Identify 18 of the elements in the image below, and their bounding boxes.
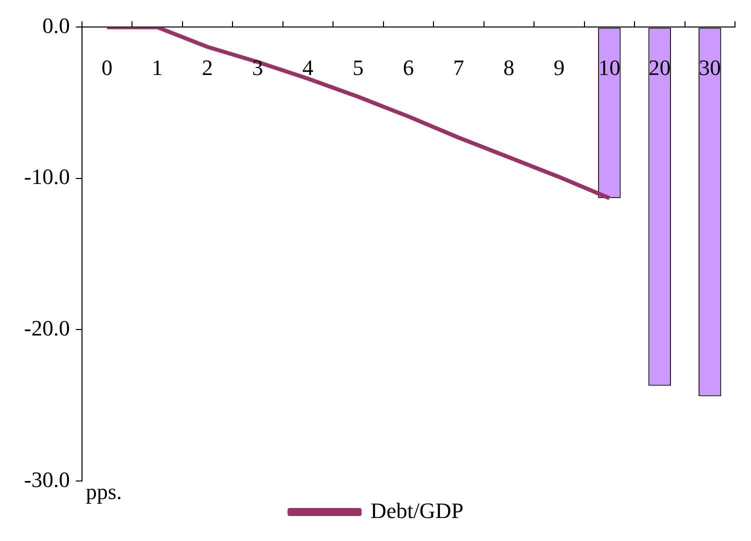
x-tick-label: 30 bbox=[698, 54, 721, 80]
x-tick-label: 7 bbox=[453, 54, 464, 80]
y-tick-label: -30.0 bbox=[24, 466, 70, 492]
x-tick-label: 8 bbox=[503, 54, 514, 80]
y-tick-label: -10.0 bbox=[24, 164, 70, 190]
x-tick-label: 20 bbox=[648, 54, 671, 80]
x-tick-label: 1 bbox=[152, 54, 163, 80]
y-tick-label: -20.0 bbox=[24, 316, 70, 341]
x-tick-label: 4 bbox=[302, 54, 314, 80]
legend-label: Debt/GDP bbox=[370, 498, 464, 523]
x-tick-label: 5 bbox=[352, 54, 364, 80]
x-tick-label: 6 bbox=[402, 54, 414, 80]
x-tick-label: 9 bbox=[554, 54, 565, 80]
x-tick-label: 0 bbox=[101, 54, 112, 80]
x-tick-label: 2 bbox=[202, 54, 213, 80]
annotation: pps. bbox=[86, 478, 122, 504]
y-tick-label: 0.0 bbox=[42, 12, 70, 38]
x-tick-label: 10 bbox=[598, 54, 620, 80]
